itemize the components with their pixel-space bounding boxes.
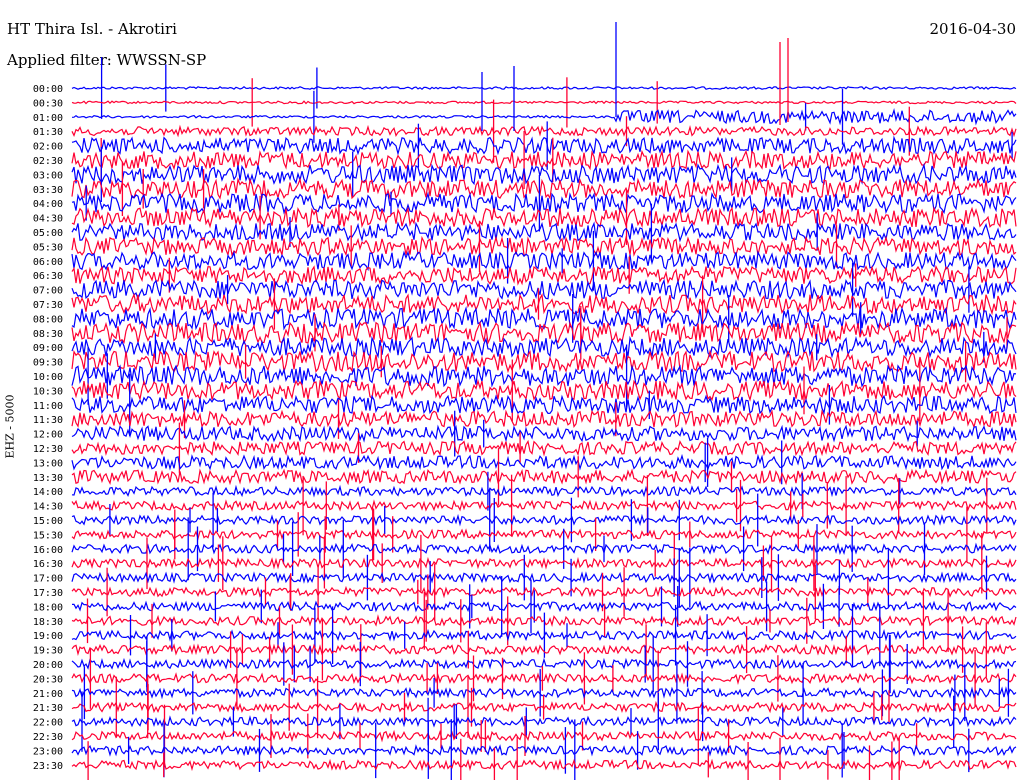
row-label: 04:30 (33, 214, 63, 225)
row-labels: 00:00 00:30 01:00 01:30 02:00 02:30 03:00 03:30… (33, 84, 63, 772)
trace-row (71, 394, 1017, 415)
row-label: 06:30 (33, 271, 63, 282)
trace-row (71, 206, 1017, 229)
trace-row (71, 528, 1017, 541)
row-label: 17:30 (33, 588, 63, 599)
row-label: 00:00 (33, 84, 63, 95)
filter-label: Applied filter: WWSSN-SP (7, 51, 207, 69)
row-label: 14:00 (33, 487, 63, 498)
trace-row (71, 135, 1017, 156)
trace-row (71, 672, 1017, 685)
trace-row (71, 542, 1017, 556)
row-label: 22:30 (33, 732, 63, 743)
row-label: 08:00 (33, 314, 63, 325)
row-label: 19:00 (33, 631, 63, 642)
trace-row (71, 378, 1017, 402)
row-label: 10:30 (33, 386, 63, 397)
row-label: 02:30 (33, 156, 63, 167)
trace-row (71, 758, 1017, 772)
trace-row (71, 191, 1017, 215)
trace-row (71, 306, 1017, 331)
trace-row (71, 149, 1017, 171)
row-label: 05:00 (33, 228, 63, 239)
row-label: 15:00 (33, 516, 63, 527)
trace-row (71, 424, 1017, 443)
row-label: 05:30 (33, 242, 63, 253)
row-label: 13:30 (33, 473, 63, 484)
trace-row (71, 235, 1017, 257)
row-label: 20:00 (33, 660, 63, 671)
row-label: 13:00 (33, 458, 63, 469)
trace-row (71, 571, 1017, 584)
trace-row (71, 221, 1017, 243)
row-label: 03:30 (33, 185, 63, 196)
trace-row (72, 600, 1017, 613)
trace-row (71, 364, 1017, 388)
row-label: 06:00 (33, 257, 63, 268)
row-label: 17:00 (33, 574, 63, 585)
trace-row (71, 744, 1017, 757)
trace-row (71, 177, 1017, 200)
trace-row (71, 86, 1017, 90)
row-label: 02:00 (33, 142, 63, 153)
row-label: 04:00 (33, 199, 63, 210)
trace-row (71, 264, 1017, 286)
trace-row (71, 292, 1017, 316)
station-title: HT Thira Isl. - Akrotiri (7, 20, 177, 38)
trace-row (71, 335, 1017, 359)
trace-row (71, 657, 1017, 671)
trace-row (71, 643, 1017, 656)
trace-row (71, 585, 1017, 599)
trace-row (71, 468, 1017, 486)
trace-row (71, 278, 1017, 301)
trace-row (71, 320, 1017, 345)
trace-row (71, 453, 1017, 471)
row-label: 22:00 (33, 718, 63, 729)
row-label: 18:00 (33, 602, 63, 613)
row-label: 08:30 (33, 329, 63, 340)
trace-row (71, 513, 1017, 527)
row-label: 14:30 (33, 502, 63, 513)
row-label: 21:00 (33, 689, 63, 700)
row-label: 15:30 (33, 530, 63, 541)
row-label: 16:30 (33, 559, 63, 570)
row-label: 11:30 (33, 415, 63, 426)
row-label: 12:00 (33, 430, 63, 441)
row-label: 12:30 (33, 444, 63, 455)
trace-row (71, 409, 1017, 429)
row-label: 23:00 (33, 746, 63, 757)
trace-row (71, 100, 1017, 105)
trace-row (71, 250, 1017, 272)
row-label: 07:30 (33, 300, 63, 311)
seismic-traces (71, 22, 1017, 780)
row-label: 11:00 (33, 401, 63, 412)
trace-row (71, 729, 1017, 743)
row-label: 01:30 (33, 127, 63, 138)
trace-row (71, 439, 1017, 457)
row-label: 09:00 (33, 343, 63, 354)
trace-row (71, 484, 1017, 498)
row-label: 10:00 (33, 372, 63, 383)
trace-row (71, 499, 1017, 513)
trace-row (71, 107, 1017, 126)
date-label: 2016-04-30 (929, 20, 1016, 38)
trace-row (71, 349, 1017, 374)
trace-row (71, 556, 1017, 570)
trace-row (71, 162, 1017, 186)
row-label: 21:30 (33, 703, 63, 714)
row-label: 03:00 (33, 170, 63, 181)
row-label: 19:30 (33, 646, 63, 657)
row-label: 16:00 (33, 545, 63, 556)
row-label: 20:30 (33, 674, 63, 685)
row-label: 09:30 (33, 358, 63, 369)
row-label: 18:30 (33, 617, 63, 628)
row-label: 00:30 (33, 98, 63, 109)
row-label: 01:00 (33, 113, 63, 124)
trace-row (71, 124, 1017, 138)
row-label: 23:30 (33, 761, 63, 772)
row-label: 07:00 (33, 286, 63, 297)
trace-row (71, 715, 1017, 728)
